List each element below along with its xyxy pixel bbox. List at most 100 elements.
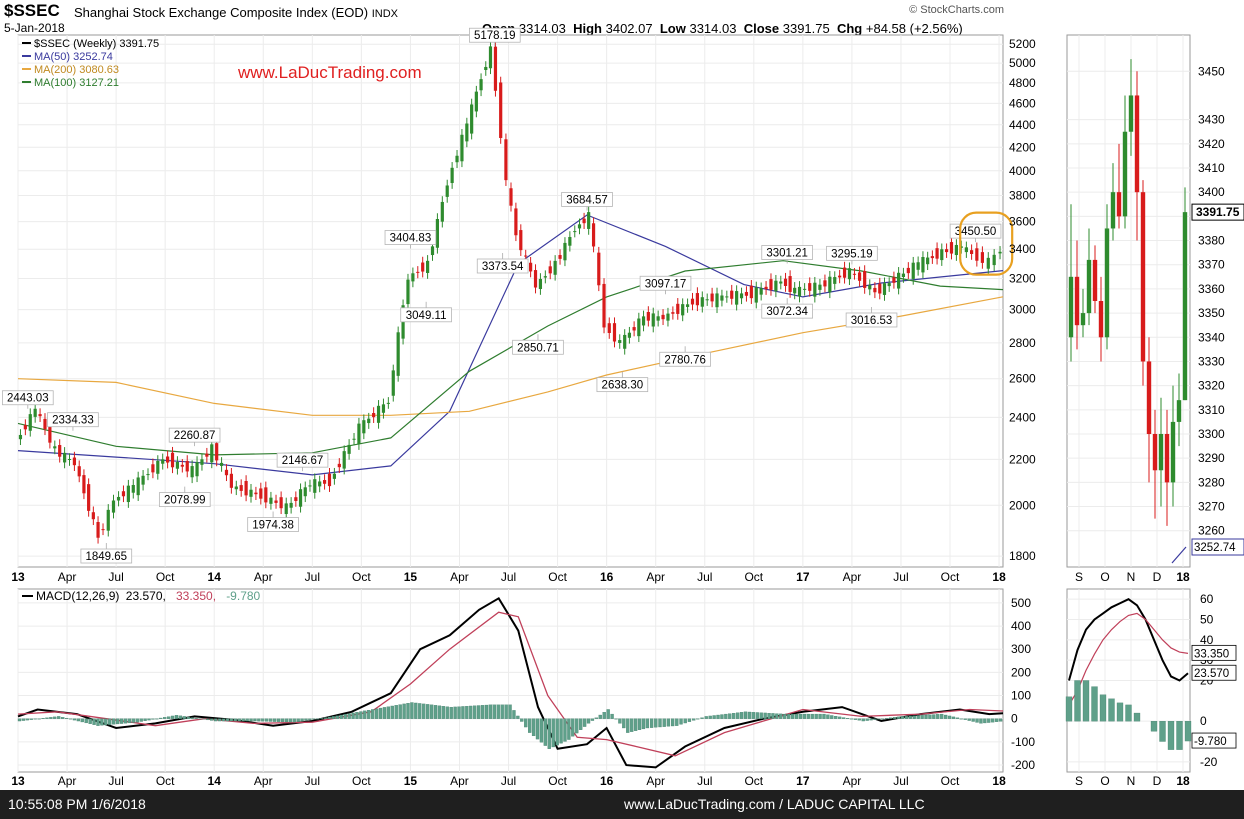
macd-histogram-bar (429, 704, 434, 719)
price-candle (627, 332, 632, 338)
price-candle (808, 283, 812, 291)
price-candle (769, 279, 773, 290)
macd-histogram-bar (453, 706, 457, 719)
macd-histogram-bar (476, 705, 481, 719)
price-candle (873, 287, 877, 293)
annotation-label: 2146.67 (282, 455, 324, 467)
macd-histogram-bar (708, 715, 712, 719)
annotation-label: 2850.71 (517, 342, 559, 354)
macd-histogram-bar (190, 717, 194, 719)
price-candle (175, 461, 180, 469)
macd-histogram-bar (771, 713, 775, 719)
price-candle (577, 224, 582, 229)
macd-x-tick: Jul (697, 774, 712, 788)
price-y-tick: 4800 (1009, 76, 1036, 90)
macd-histogram-bar (739, 712, 744, 719)
macd-histogram-bar (292, 718, 296, 723)
macd-x-tick: Oct (352, 774, 371, 788)
zoom-y-tick: 3430 (1198, 113, 1225, 127)
price-candle (788, 276, 792, 292)
price-candle (992, 254, 996, 266)
macd-histogram-bar (457, 706, 461, 719)
price-candle (470, 104, 474, 134)
stockcharts-brand[interactable]: © StockCharts.com (909, 4, 1004, 16)
price-candle (543, 276, 547, 278)
macd-x-tick: Apr (843, 774, 862, 788)
annotation-box (47, 412, 99, 428)
price-candle (259, 488, 263, 499)
price-candle (488, 46, 493, 69)
macd-histogram-bar (382, 707, 387, 719)
macd-histogram-bar (983, 718, 987, 724)
macd-histogram-bar (841, 717, 846, 719)
macd-histogram-bar (622, 718, 626, 729)
macd-histogram-bar (25, 718, 29, 721)
annotation-label: 3049.11 (406, 310, 447, 322)
annotation-box (845, 312, 898, 328)
price-candle (200, 459, 204, 465)
price-candle (666, 313, 670, 321)
price-candle (671, 312, 675, 314)
macd-histogram-bar (940, 713, 944, 719)
macd-histogram-bar (504, 704, 508, 719)
annotation-box (761, 245, 813, 260)
price-candle (980, 252, 984, 263)
price-candle (367, 418, 371, 424)
watermark-text: www.LaDucTrading.com (237, 63, 422, 82)
price-candle (224, 469, 229, 476)
macd-histogram-bar (551, 718, 555, 748)
macd-histogram-bar (586, 718, 591, 724)
price-candle (303, 487, 307, 497)
last-price-label: 3391.75 (1196, 205, 1240, 219)
macd-histogram-bar (484, 704, 489, 719)
macd-histogram-bar (433, 705, 438, 719)
price-x-tick: 16 (600, 570, 614, 584)
macd-histogram-bar (21, 718, 26, 721)
low-label: Low (659, 21, 686, 36)
macd-histogram-bar (834, 716, 838, 719)
macd-histogram-bar (995, 718, 999, 722)
macd-histogram-bar (406, 703, 410, 719)
macd-histogram-bar (186, 716, 190, 719)
zoom-macd-value-tag (1191, 732, 1237, 749)
macd-histogram-bar (775, 713, 779, 719)
macd-histogram-bar (241, 718, 245, 722)
macd-y-tick: 200 (1011, 665, 1031, 679)
price-candle (18, 434, 23, 440)
price-y-tick: 4400 (1009, 118, 1036, 132)
price-y-tick: 2800 (1009, 336, 1036, 350)
macd-histogram-bar (308, 718, 312, 721)
price-candle (244, 480, 248, 496)
series-ma-100- (17, 260, 1004, 456)
macd-histogram-bar (214, 718, 218, 722)
zoom-histogram-bar (1065, 696, 1073, 722)
price-candle (783, 278, 788, 286)
price-candle (842, 267, 847, 278)
annotation-box (826, 245, 878, 261)
price-y-tick: 4000 (1009, 164, 1036, 178)
macd-histogram-bar (394, 705, 398, 719)
macd-histogram-bar (131, 718, 135, 723)
macd-histogram-bar (151, 718, 155, 720)
macd-histogram-bar (84, 718, 88, 724)
macd-histogram-bar (849, 718, 854, 720)
macd-histogram-bar (751, 712, 755, 719)
macd-histogram-bar (508, 704, 512, 719)
zoom-histogram-bar (1184, 721, 1192, 742)
price-x-tick: Jul (893, 570, 908, 584)
macd-histogram-bar (892, 717, 897, 719)
macd-histogram-bar (374, 708, 379, 719)
macd-histogram-bar (524, 718, 528, 728)
annotation-box (512, 339, 564, 355)
macd-x-tick: Oct (941, 774, 960, 788)
macd-histogram-bar (826, 714, 830, 719)
zoom-ma50-line (1171, 546, 1187, 564)
annotation-label: 2780.76 (664, 354, 706, 366)
macd-histogram-bar (971, 718, 975, 722)
macd-histogram-bar (100, 718, 104, 726)
macd-histogram-bar (135, 718, 139, 723)
macd-histogram-bar (217, 718, 222, 722)
price-candle (887, 283, 891, 287)
price-candle (48, 423, 52, 443)
